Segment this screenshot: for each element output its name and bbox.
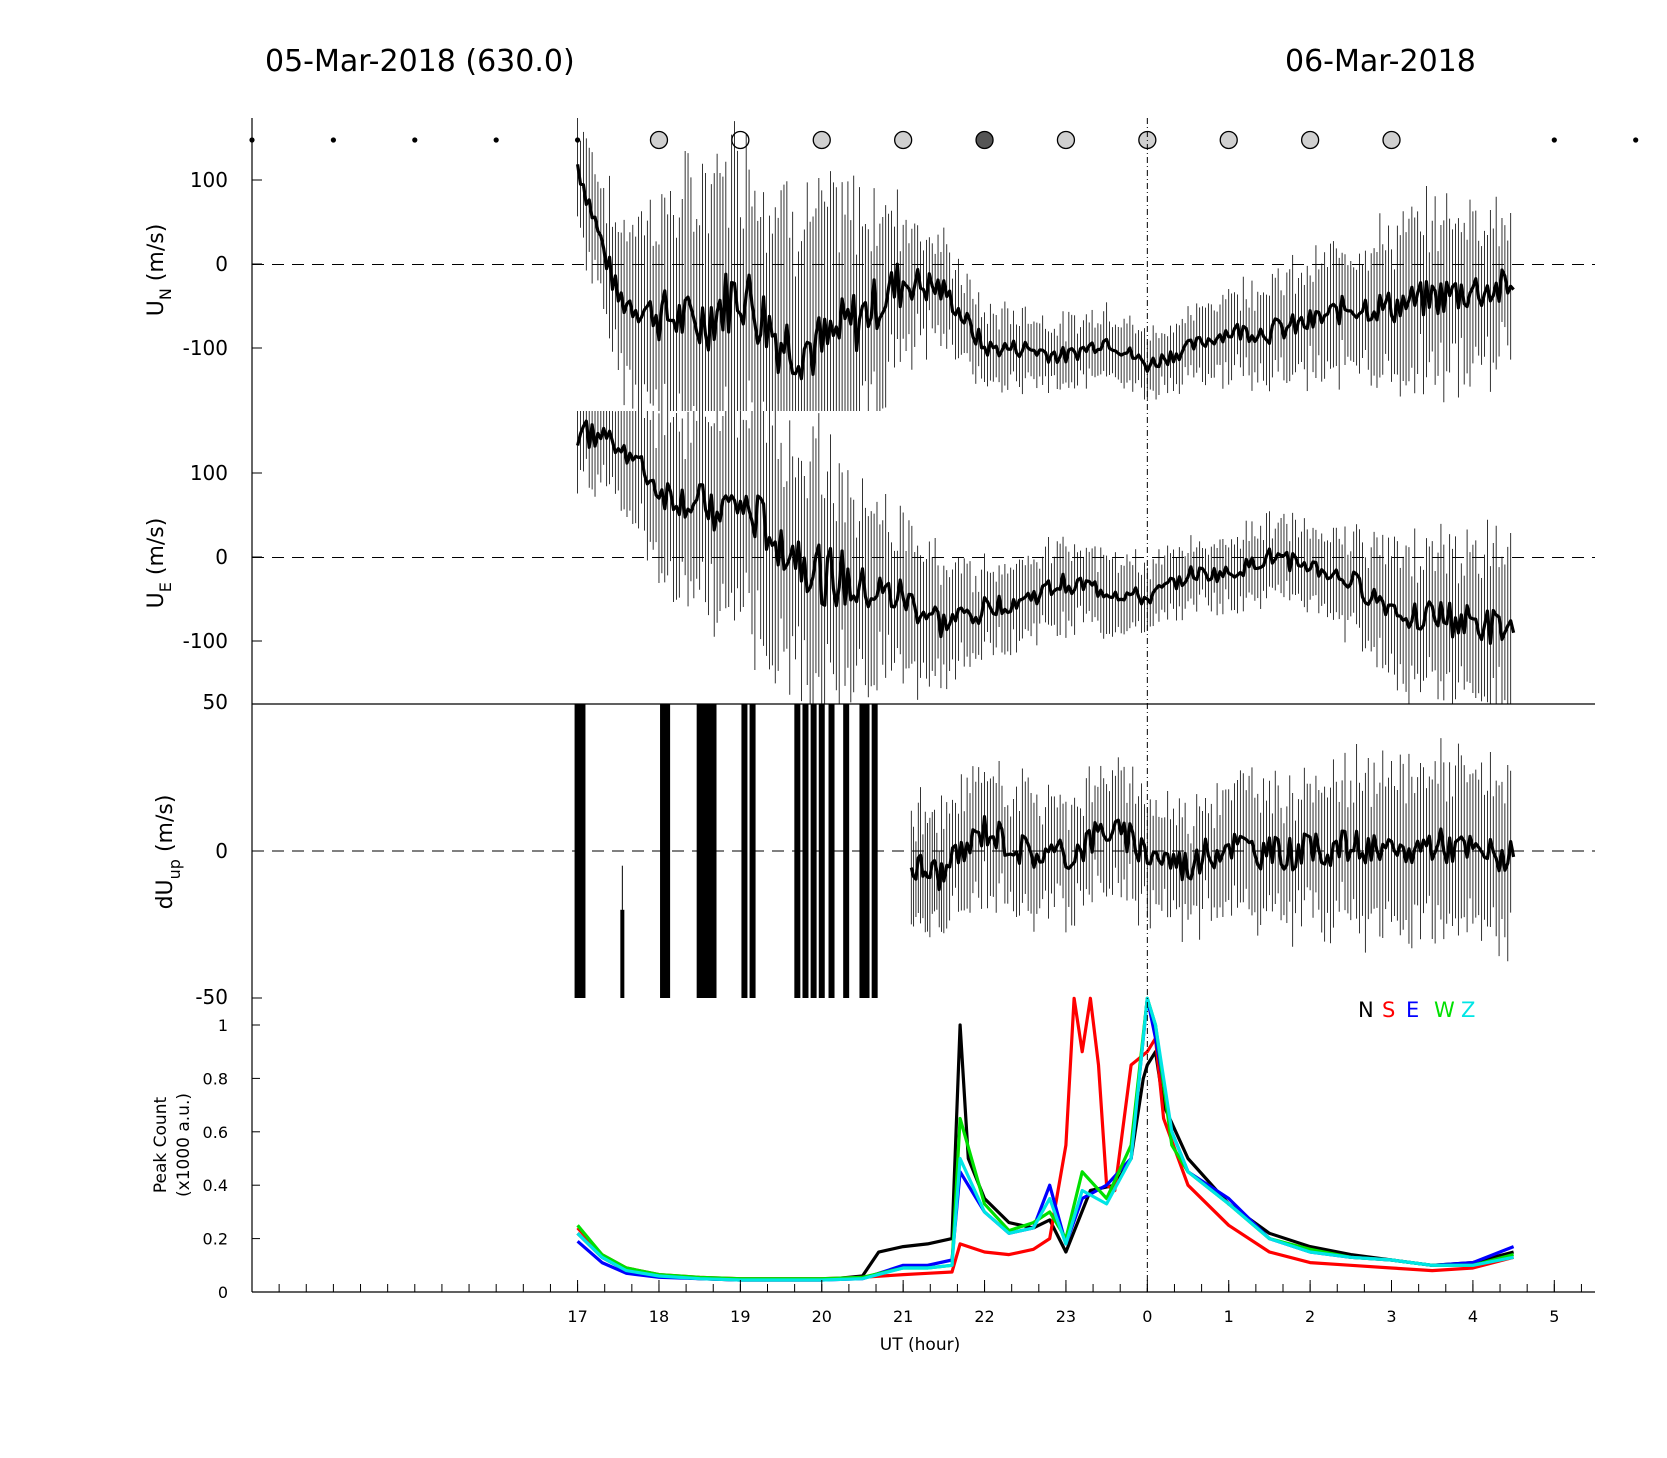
- saturated-bar: [794, 704, 801, 998]
- saturated-bar: [828, 704, 835, 998]
- un-ylabel-unit: (m/s): [144, 224, 169, 288]
- saturated-bar: [706, 704, 713, 998]
- saturated-bar: [818, 704, 825, 998]
- sky-circle: [1382, 130, 1401, 150]
- saturated-bar: [664, 704, 671, 998]
- sky-dot: [1633, 137, 1639, 143]
- dup-ylabel: dUup (m/s): [153, 795, 184, 910]
- saturated-bar: [859, 704, 866, 998]
- panel-zonal-wind: 100 0 -100 UE (m/s): [144, 411, 1595, 704]
- peak-series-W: [576, 996, 1515, 1281]
- un-ylabel: UN (m/s): [144, 224, 175, 317]
- xtick-label: 21: [893, 1307, 913, 1326]
- legend-entry-S: S: [1382, 998, 1395, 1022]
- saturated-bar: [696, 704, 703, 998]
- legend-entry-E: E: [1406, 998, 1419, 1022]
- sky-dot: [493, 137, 499, 143]
- xtick-label: 18: [649, 1307, 669, 1326]
- peak-ytick-label: 0.6: [203, 1123, 228, 1142]
- ue-ylabel-unit: (m/s): [144, 518, 169, 582]
- peak-series-E: [576, 996, 1515, 1282]
- legend-entry-W: W: [1434, 998, 1455, 1022]
- sky-circle: [1300, 130, 1320, 150]
- sky-circle: [894, 130, 913, 150]
- xtick-label: 17: [567, 1307, 587, 1326]
- sky-dot: [1551, 137, 1557, 143]
- sky-circle: [1219, 130, 1238, 150]
- panel-peak-count: 10.80.60.40.20 17 18 19 20 21 22 23 0 1 2 3 4 5 Peak…: [151, 996, 1582, 1355]
- un-ytick-0: 0: [215, 252, 228, 276]
- saturated-bar: [802, 704, 809, 998]
- xtick-label: 2: [1305, 1307, 1315, 1326]
- peak-ytick-label: 0.8: [203, 1069, 228, 1088]
- peak-ylabel-line1: Peak Count: [151, 1097, 171, 1194]
- panel-vertical-wind: 50 0 -50 dUup (m/s): [153, 690, 1595, 1009]
- panel-meridional-wind: 100 0 -100 UN (m/s): [144, 118, 1595, 411]
- axes-frame: [251, 118, 1595, 1293]
- ue-ytick-100: 100: [190, 461, 228, 485]
- x-axis-label: UT (hour): [880, 1335, 960, 1355]
- saturated-bar: [710, 704, 717, 998]
- xtick-label: 1: [1224, 1307, 1234, 1326]
- peak-ytick-label: 0: [218, 1283, 228, 1302]
- xtick-label: 0: [1142, 1307, 1152, 1326]
- sky-circle: [975, 130, 994, 150]
- legend-entry-Z: Z: [1461, 998, 1475, 1022]
- saturated-bar: [741, 704, 748, 998]
- peak-series-S: [576, 996, 1515, 1281]
- legend-entry-N: N: [1358, 998, 1374, 1022]
- peak-ytick-label: 0.2: [203, 1230, 228, 1249]
- un-ylabel-sub: N: [156, 288, 175, 300]
- date-title-left: 05-Mar-2018 (630.0): [265, 44, 575, 79]
- saturated-bar: [863, 704, 870, 998]
- sky-circle: [1056, 130, 1076, 150]
- saturated-bar: [871, 704, 878, 998]
- wind-series-line: [909, 815, 1516, 892]
- peak-ytick-label: 1: [218, 1016, 228, 1035]
- saturated-bar: [579, 704, 586, 998]
- saturated-bar: [574, 704, 581, 998]
- xtick-label: 3: [1386, 1307, 1396, 1326]
- peak-ytick-label: 0.4: [203, 1176, 228, 1195]
- peak-ylabel-line2: (x1000 a.u.): [174, 1093, 194, 1197]
- dup-ylabel-main: dU: [153, 879, 178, 909]
- xtick-label: 20: [812, 1307, 832, 1326]
- ue-ylabel-main: U: [144, 592, 169, 608]
- xtick-label: 19: [730, 1307, 750, 1326]
- saturated-bar: [749, 704, 756, 998]
- peak-series-Z: [576, 996, 1514, 1282]
- un-ytick-100: 100: [190, 168, 228, 192]
- xtick-label: 5: [1549, 1307, 1559, 1326]
- ue-ytick-minus-100: -100: [183, 629, 228, 653]
- ue-ylabel-sub: E: [156, 582, 175, 592]
- isolated-point: [620, 909, 625, 998]
- saturated-bar: [810, 704, 817, 998]
- un-ylabel-main: U: [144, 300, 169, 316]
- dup-ylabel-sub: up: [165, 859, 184, 879]
- xtick-label: 23: [1056, 1307, 1076, 1326]
- wind-series-line: [576, 419, 1516, 645]
- sky-circle: [812, 130, 831, 150]
- sky-dot: [330, 137, 336, 143]
- saturated-bar: [700, 704, 707, 998]
- dup-ylabel-unit: (m/s): [153, 795, 178, 859]
- xtick-label: 22: [974, 1307, 994, 1326]
- saturated-bar: [843, 704, 850, 998]
- dup-ytick-minus-50: -50: [195, 985, 228, 1009]
- xtick-label: 4: [1468, 1307, 1478, 1326]
- dup-ytick-50: 50: [203, 690, 228, 714]
- date-title-right: 06-Mar-2018: [1285, 44, 1476, 79]
- sky-dot: [412, 137, 418, 143]
- un-ytick-minus-100: -100: [183, 336, 228, 360]
- ue-ytick-0: 0: [215, 545, 228, 569]
- sky-circle: [649, 130, 669, 150]
- ue-ylabel: UE (m/s): [144, 518, 175, 609]
- sky-position-markers: [249, 130, 1639, 150]
- saturated-bar: [660, 704, 667, 998]
- dup-ytick-0: 0: [215, 839, 228, 863]
- wind-series-line: [576, 164, 1515, 381]
